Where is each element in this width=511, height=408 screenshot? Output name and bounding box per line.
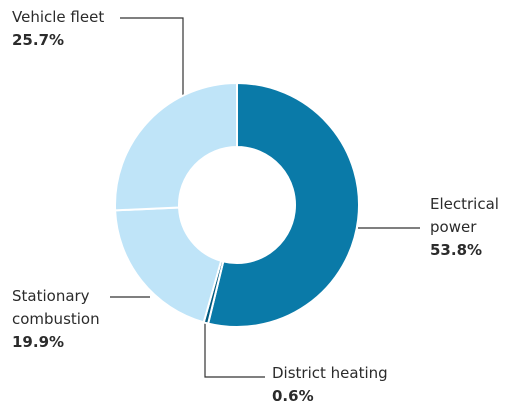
- leader-line: [204, 318, 265, 378]
- leader-line: [120, 17, 184, 95]
- value-label: 25.7%: [12, 31, 65, 49]
- slice-label: Vehicle fleet 25.7%: [12, 6, 132, 52]
- slice-label: Stationary combustion 19.9%: [12, 285, 112, 354]
- category-label: Electrical power: [430, 195, 499, 236]
- category-label: Vehicle fleet: [12, 8, 105, 26]
- category-label: Stationary combustion: [12, 287, 100, 328]
- category-label: District heating: [272, 364, 388, 382]
- slice: [114, 206, 223, 324]
- slice-label: District heating 0.6%: [272, 362, 472, 408]
- slice: [114, 81, 238, 212]
- slice: [206, 81, 360, 328]
- slice-label: Electrical power 53.8%: [430, 193, 510, 262]
- value-label: 19.9%: [12, 333, 65, 351]
- donut: [114, 81, 360, 328]
- value-label: 53.8%: [430, 241, 483, 259]
- value-label: 0.6%: [272, 387, 314, 405]
